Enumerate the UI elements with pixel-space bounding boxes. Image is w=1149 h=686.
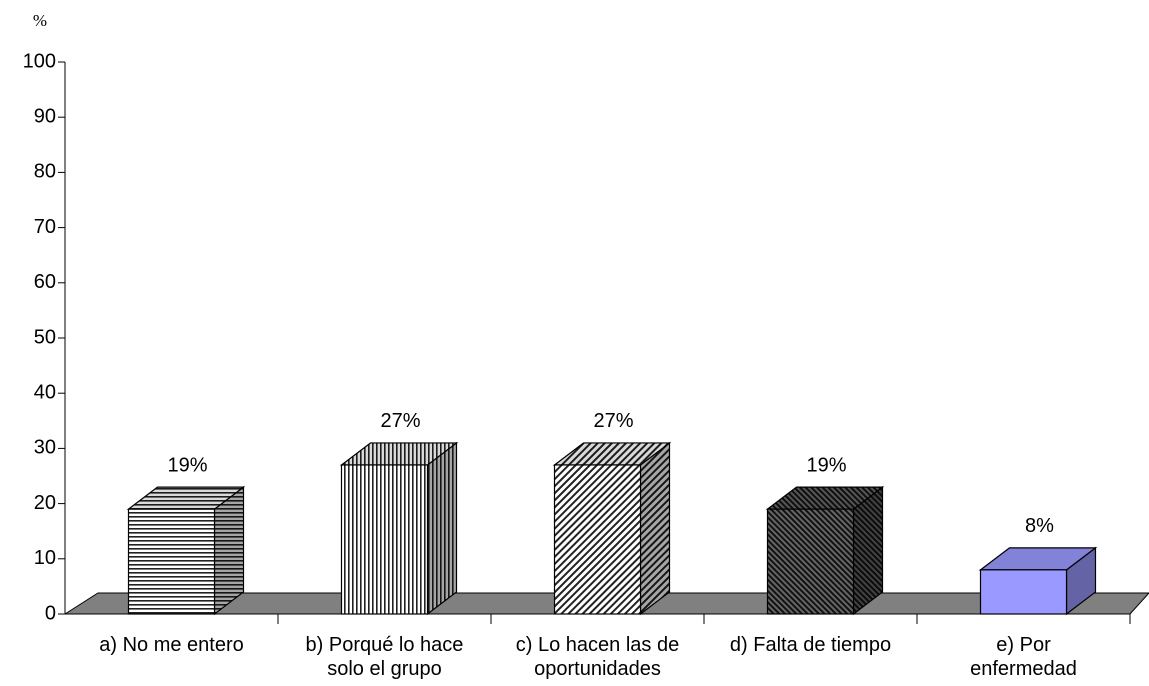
x-tick-label-line: d) Falta de tiempo [730,634,891,656]
bar-side-shade [214,487,244,614]
x-tick-label-line: c) Lo hacen las de [516,634,679,656]
bar-top-shade [554,442,670,465]
y-tick-label: 90 [34,105,56,127]
x-tick-label-line: solo el grupo [327,658,442,680]
y-tick-label: 50 [34,326,56,348]
bar [127,508,216,615]
x-tick-label: a) No me entero [99,634,244,656]
x-tick-label-line: a) No me entero [99,634,244,656]
bar-top-shade [128,487,244,510]
x-tick-label-line: oportunidades [534,658,661,680]
x-tick-label: d) Falta de tiempo [730,634,891,656]
bar [340,464,429,615]
y-tick-label: 80 [34,161,56,183]
value-label: 8% [1025,515,1054,537]
x-tick-label-line: enfermedad [970,658,1077,680]
bar-top-shade [767,487,883,510]
y-tick-label: 10 [34,547,56,569]
bar-side-shade [427,442,457,614]
y-tick-label: 40 [34,381,56,403]
y-tick-label: 30 [34,437,56,459]
y-tick-label: 100 [23,50,56,72]
y-unit: % [33,11,47,30]
bar [553,464,642,615]
bar [979,569,1068,615]
value-label: 27% [593,410,633,432]
value-label: 19% [167,454,207,476]
x-tick-label: e) Por enfermedad [970,634,1077,680]
y-tick-label: 60 [34,271,56,293]
x-tick-label: c) Lo hacen las de oportunidades [516,634,679,680]
bar-side-shade [640,442,670,614]
bar [766,508,855,615]
y-tick-label: 20 [34,492,56,514]
value-label: 27% [380,410,420,432]
bar-top-shade [980,547,1096,570]
value-label: 19% [806,454,846,476]
bar-side-shade [853,487,883,614]
bar-top-shade [341,442,457,465]
x-tick-label-line: b) Porqué lo hace [306,634,464,656]
x-tick-label-line: e) Por [996,634,1051,656]
y-tick-label: 0 [45,602,56,624]
x-tick-label: b) Porqué lo hace solo el grupo [306,634,464,680]
y-tick-label: 70 [34,216,56,238]
